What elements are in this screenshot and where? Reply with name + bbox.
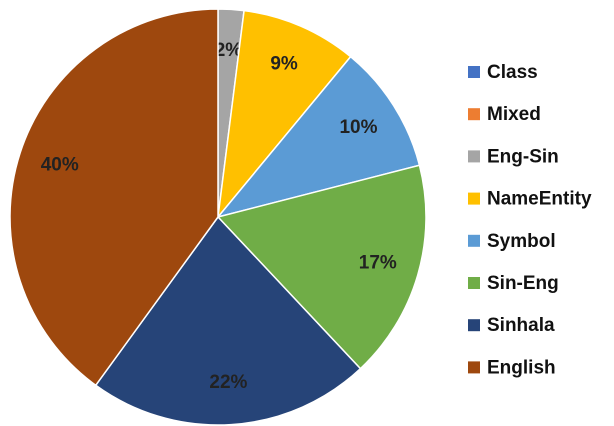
legend-label: Mixed bbox=[487, 104, 541, 125]
legend-swatch bbox=[468, 277, 480, 289]
legend-label: Sinhala bbox=[487, 315, 555, 336]
legend-swatch bbox=[468, 361, 480, 374]
legend-label: Symbol bbox=[487, 231, 556, 252]
pie-slice bbox=[9, 8, 219, 387]
pie-slice bbox=[94, 215, 362, 426]
legend-label: English bbox=[487, 357, 556, 378]
legend-swatch bbox=[468, 319, 480, 332]
legend-swatch bbox=[468, 108, 480, 121]
data-label: 22% bbox=[209, 372, 247, 393]
legend-swatch bbox=[468, 234, 480, 247]
pie-slice bbox=[216, 9, 352, 220]
data-label: 17% bbox=[359, 252, 397, 273]
data-label: 10% bbox=[339, 117, 377, 138]
legend-label: Sin-Eng bbox=[487, 273, 559, 294]
legend-swatch bbox=[468, 192, 480, 205]
pie-slice bbox=[215, 55, 421, 219]
legend-label: Class bbox=[487, 62, 538, 83]
legend-swatch bbox=[468, 66, 480, 78]
data-label: 40% bbox=[41, 155, 79, 176]
legend-swatch bbox=[468, 150, 480, 163]
pie-slice bbox=[216, 164, 427, 370]
data-label: 9% bbox=[270, 53, 298, 74]
legend-label: Eng-Sin bbox=[487, 146, 559, 167]
legend-label: NameEntity bbox=[487, 189, 592, 210]
data-label: 2% bbox=[215, 40, 243, 61]
